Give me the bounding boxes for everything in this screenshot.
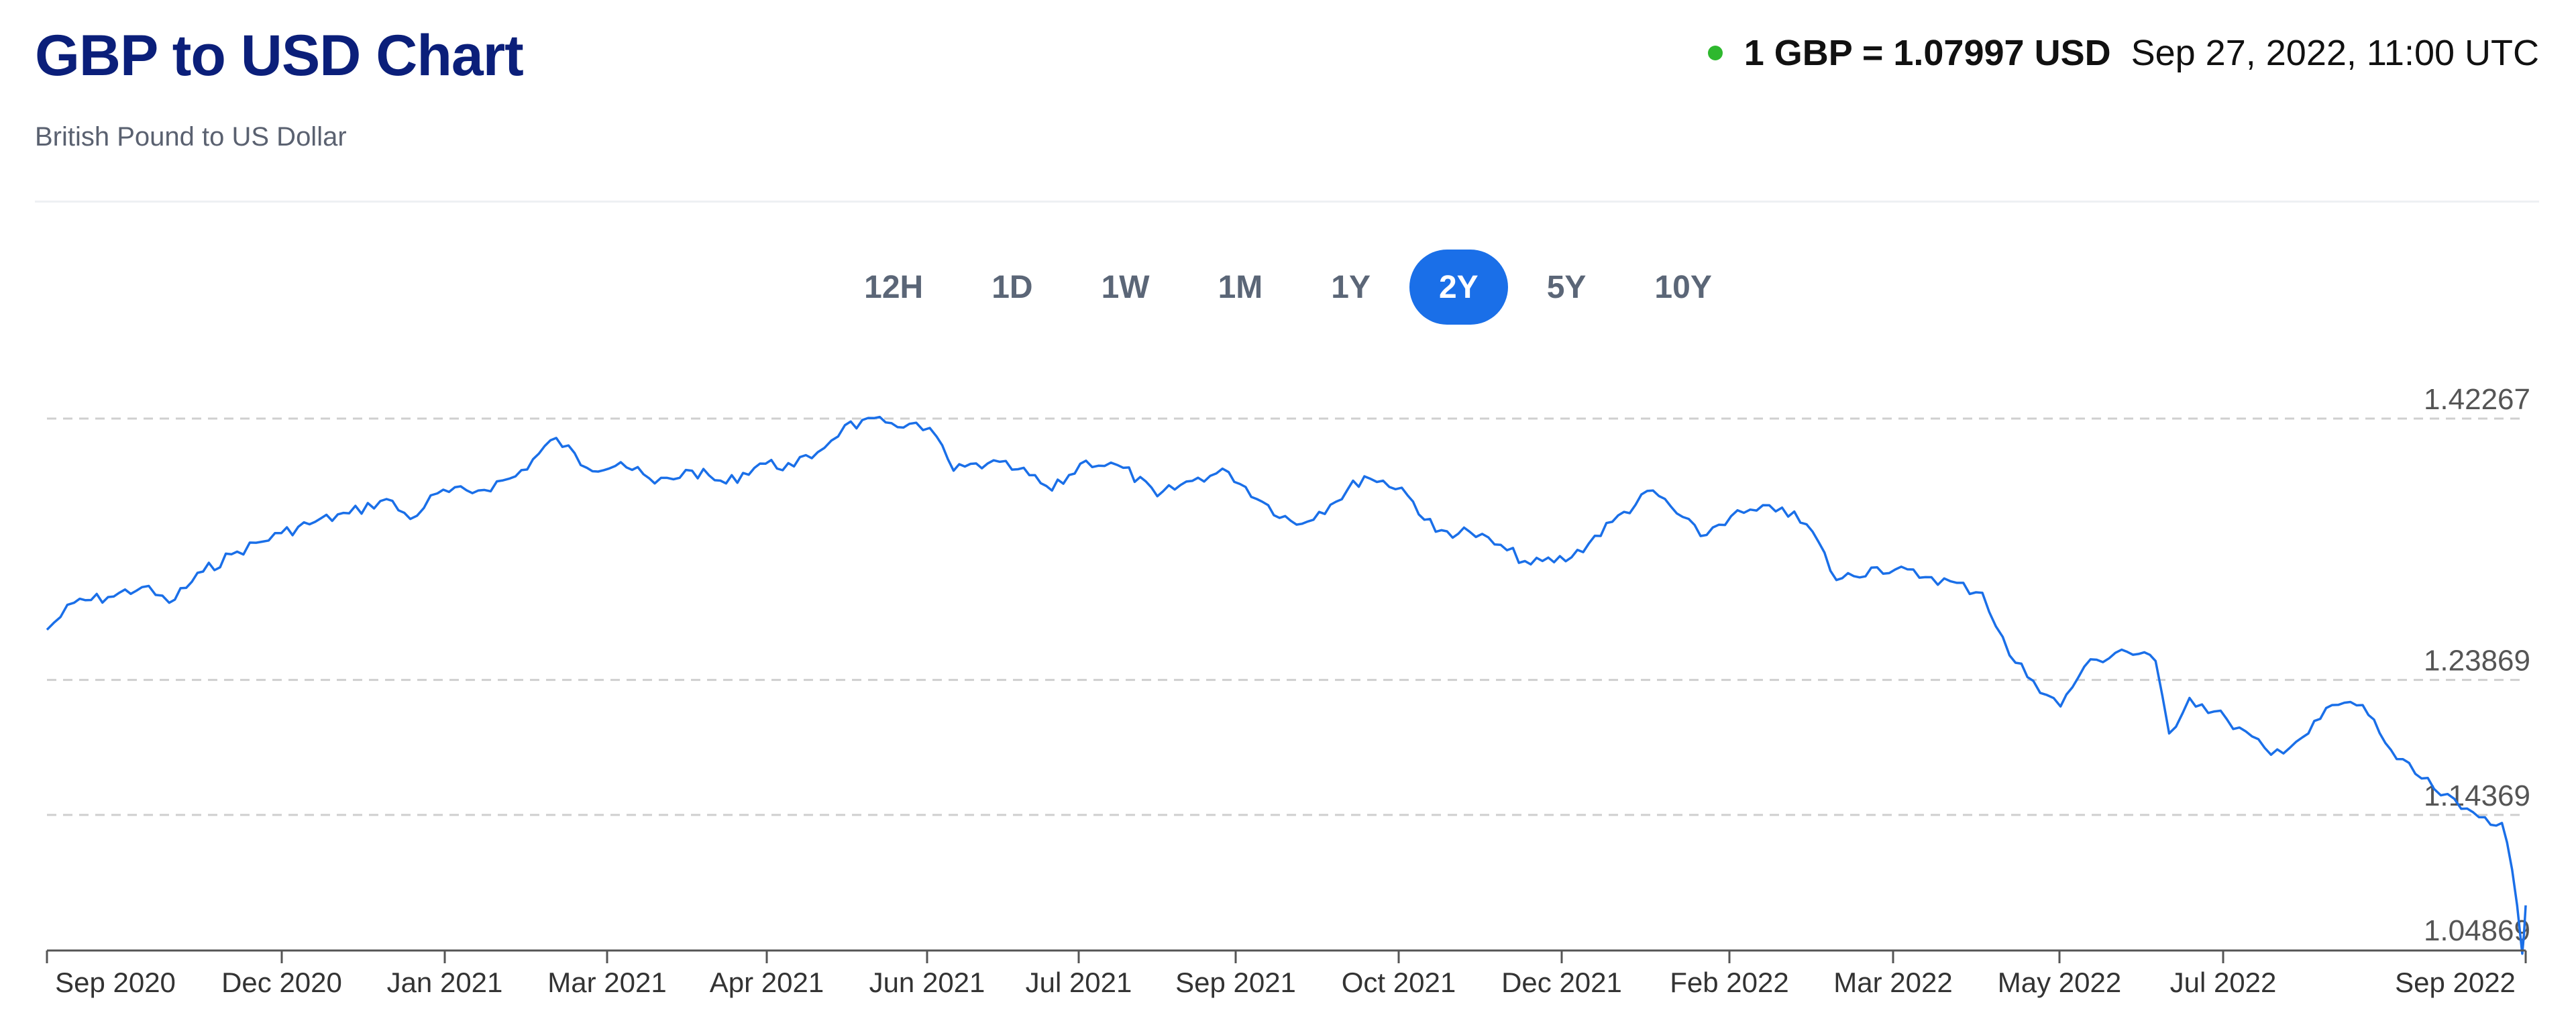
rate-timestamp: Sep 27, 2022, 11:00 UTC bbox=[2131, 33, 2539, 73]
x-tick-label: Sep 2021 bbox=[1175, 967, 1296, 998]
series-group bbox=[46, 415, 2527, 955]
time-range-selector: 12H 1D 1W 1M 1Y 2Y 5Y 10Y bbox=[0, 250, 2576, 325]
y-tick-label: 1.42267 bbox=[2424, 383, 2530, 416]
x-tick-label: Dec 2021 bbox=[1501, 967, 1622, 998]
x-tick-label: Mar 2022 bbox=[1833, 967, 1952, 998]
page-subtitle: British Pound to US Dollar bbox=[35, 122, 347, 152]
x-tick-label: Jul 2021 bbox=[1026, 967, 1132, 998]
current-rate: 1 GBP = 1.07997 USD Sep 27, 2022, 11:00 … bbox=[1707, 32, 2539, 74]
x-tick-label: Apr 2021 bbox=[710, 967, 824, 998]
x-tick-label: Sep 2020 bbox=[55, 967, 176, 998]
x-axis: Sep 2020 Dec 2020 Jan 2021 Mar 2021 Apr 2021… bbox=[46, 949, 2527, 998]
x-tick-label: Jan 2021 bbox=[387, 967, 503, 998]
range-button-1y[interactable]: 1Y bbox=[1301, 250, 1400, 325]
series-line-0 bbox=[46, 415, 2527, 955]
grid-lines bbox=[47, 417, 2526, 816]
range-button-1w[interactable]: 1W bbox=[1072, 250, 1179, 325]
range-button-10y[interactable]: 10Y bbox=[1625, 250, 1741, 325]
range-button-12h[interactable]: 12H bbox=[835, 250, 953, 325]
range-button-2y[interactable]: 2Y bbox=[1409, 250, 1508, 325]
range-button-1d[interactable]: 1D bbox=[962, 250, 1062, 325]
x-tick-label: Oct 2021 bbox=[1342, 967, 1456, 998]
live-status-icon bbox=[1707, 46, 1723, 60]
page-title: GBP to USD Chart bbox=[35, 23, 524, 88]
x-tick-label: Mar 2021 bbox=[547, 967, 666, 998]
x-tick-label: Feb 2022 bbox=[1670, 967, 1788, 998]
y-tick-label: 1.04869 bbox=[2424, 914, 2530, 947]
x-tick-label: Jul 2022 bbox=[2170, 967, 2277, 998]
rate-value: 1 GBP = 1.07997 USD bbox=[1743, 33, 2111, 73]
y-tick-label: 1.23869 bbox=[2424, 645, 2530, 677]
range-button-1m[interactable]: 1M bbox=[1189, 250, 1293, 325]
x-tick-label: Jun 2021 bbox=[869, 967, 985, 998]
x-tick-label: May 2022 bbox=[1998, 967, 2121, 998]
x-tick-label: Sep 2022 bbox=[2395, 967, 2516, 998]
range-button-5y[interactable]: 5Y bbox=[1517, 250, 1616, 325]
header-divider bbox=[35, 201, 2539, 203]
x-tick-label: Dec 2020 bbox=[221, 967, 342, 998]
